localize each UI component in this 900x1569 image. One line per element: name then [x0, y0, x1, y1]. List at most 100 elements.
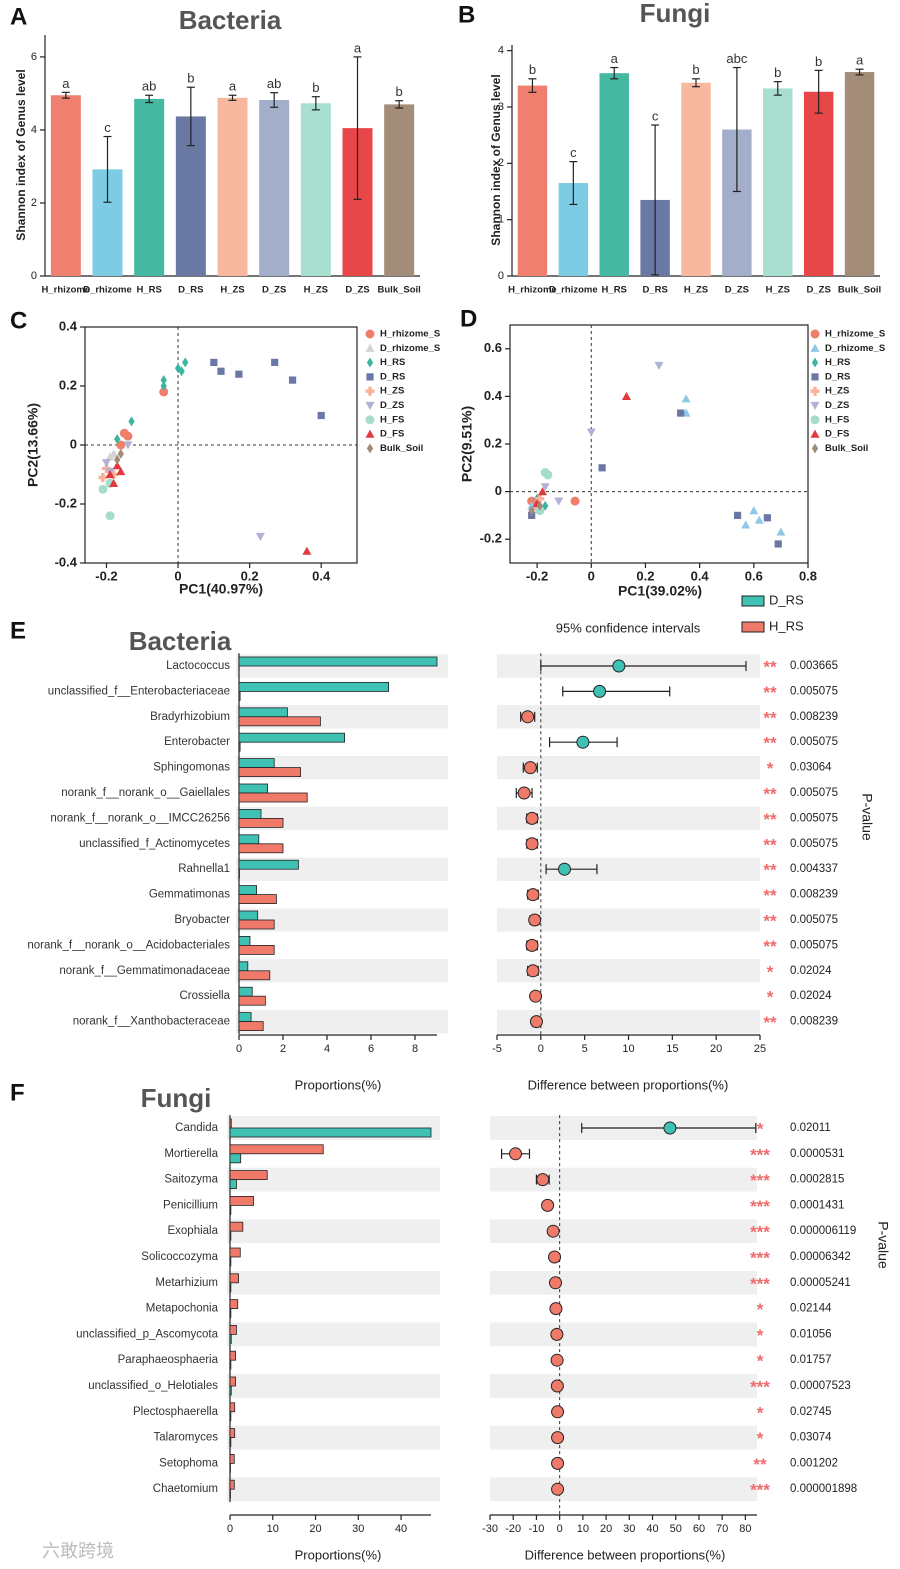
- y-tick-label: 3: [498, 101, 504, 113]
- x-axis-label: PC1(40.97%): [179, 581, 263, 597]
- row-stripe: [497, 806, 760, 831]
- x-tick-label: D_ZS: [262, 285, 286, 296]
- y-tick-label: 4: [498, 45, 504, 57]
- difference-point: [551, 1456, 565, 1470]
- x-tick-label: 0.2: [241, 568, 259, 583]
- proportion-bar: [238, 732, 345, 743]
- legend-label: H_RS: [769, 618, 804, 633]
- significance-letter: ab: [267, 76, 281, 91]
- y-tick-label: 0.6: [484, 340, 502, 355]
- panel-label: A: [10, 3, 27, 30]
- significance-letter: b: [396, 84, 403, 99]
- y-tick-label: 0.2: [59, 377, 77, 392]
- proportion-bar: [229, 1411, 232, 1422]
- x-tick-label: 0.8: [799, 568, 817, 583]
- row-stripe: [497, 755, 760, 780]
- row-label: Chaetomium: [153, 1483, 218, 1495]
- proportion-bar: [238, 783, 269, 794]
- proportion-bar: [238, 741, 241, 752]
- difference-point: [525, 938, 539, 952]
- point: [570, 496, 580, 506]
- row-label: Paraphaeosphaeria: [118, 1354, 219, 1366]
- x-tick-label: 0: [538, 1043, 544, 1055]
- row-stripe: [236, 959, 448, 983]
- point: [527, 496, 537, 506]
- point: [182, 357, 189, 368]
- difference-point: [551, 1482, 565, 1496]
- chart-title: Bacteria: [179, 5, 282, 35]
- proportion-bar: [229, 1179, 237, 1189]
- x-tick-label: 4: [324, 1043, 330, 1055]
- row-stripe: [227, 1219, 440, 1244]
- significance-stars: *: [767, 962, 774, 981]
- x-tick-label: 40: [395, 1523, 407, 1535]
- bar: [217, 97, 248, 276]
- legend-label: D_rhizome_S: [380, 343, 440, 354]
- p-value-axis-label: P-value: [859, 793, 875, 841]
- point: [116, 467, 126, 476]
- p-value: 0.005075: [790, 685, 838, 697]
- panel-label: B: [458, 1, 475, 28]
- p-value: 0.005075: [790, 812, 838, 824]
- legend-label: D_FS: [380, 429, 404, 440]
- x-tick-label: 0.2: [636, 568, 654, 583]
- difference-point: [550, 1379, 564, 1393]
- point: [109, 449, 119, 458]
- difference-point: [525, 837, 539, 851]
- row-label: unclassified_f_Actinomycetes: [79, 838, 230, 850]
- proportion-bar: [229, 1308, 232, 1318]
- bar: [803, 91, 834, 276]
- p-value: 0.01757: [790, 1354, 832, 1366]
- y-axis-label: Shannon index of Genus level: [14, 69, 28, 240]
- p-value: 0.005075: [790, 939, 838, 951]
- significance-stars: **: [763, 1013, 777, 1032]
- difference-point: [550, 1327, 564, 1341]
- y-tick-label: 4: [31, 124, 37, 136]
- x-axis-label: Difference between proportions(%): [528, 1077, 729, 1092]
- p-value: 0.003665: [790, 660, 838, 672]
- legend-label: D_rhizome_S: [825, 343, 885, 354]
- row-label: norank_f__norank_o__IMCC26256: [50, 812, 230, 824]
- point: [543, 470, 553, 480]
- legend-marker: [811, 373, 819, 381]
- row-stripe: [490, 1477, 757, 1502]
- proportion-bar: [229, 1454, 235, 1464]
- row-stripe: [497, 857, 760, 881]
- point: [774, 540, 782, 548]
- legend-marker: [366, 373, 374, 381]
- proportion-bar: [229, 1127, 432, 1138]
- row-stripe: [497, 908, 760, 932]
- legend-label: D_RS: [825, 371, 850, 382]
- difference-point: [528, 913, 542, 927]
- y-axis-label: PC2(13.66%): [25, 403, 41, 487]
- point: [101, 459, 111, 468]
- significance-letter: a: [611, 51, 619, 66]
- p-value: 0.001202: [790, 1457, 838, 1469]
- p-value: 0.00006342: [790, 1251, 851, 1263]
- row-stripe: [490, 1167, 757, 1192]
- x-tick-label: H_ZS: [766, 285, 790, 296]
- proportion-bar: [238, 894, 277, 904]
- point: [763, 514, 771, 522]
- point: [741, 520, 751, 529]
- difference-point: [536, 1173, 550, 1187]
- row-stripe: [490, 1270, 757, 1295]
- proportion-bar: [238, 1012, 252, 1022]
- row-label: unclassified_o_Helotiales: [88, 1380, 218, 1392]
- difference-point: [521, 710, 535, 724]
- significance-stars: *: [767, 988, 774, 1007]
- x-tick-label: 20: [710, 1043, 722, 1055]
- significance-stars: *: [757, 1326, 764, 1345]
- point: [159, 387, 169, 397]
- x-tick-label: H_rhizome: [42, 285, 91, 296]
- x-tick-label: D_RS: [642, 285, 667, 296]
- row-stripe: [227, 1270, 440, 1295]
- significance-letter: c: [570, 145, 577, 160]
- point: [128, 416, 135, 427]
- proportion-bar: [238, 970, 271, 981]
- difference-point: [526, 888, 540, 902]
- significance-stars: **: [763, 937, 777, 956]
- proportion-bar: [238, 716, 321, 727]
- legend-label: H_rhizome_S: [380, 329, 440, 340]
- significance-letter: a: [856, 53, 864, 68]
